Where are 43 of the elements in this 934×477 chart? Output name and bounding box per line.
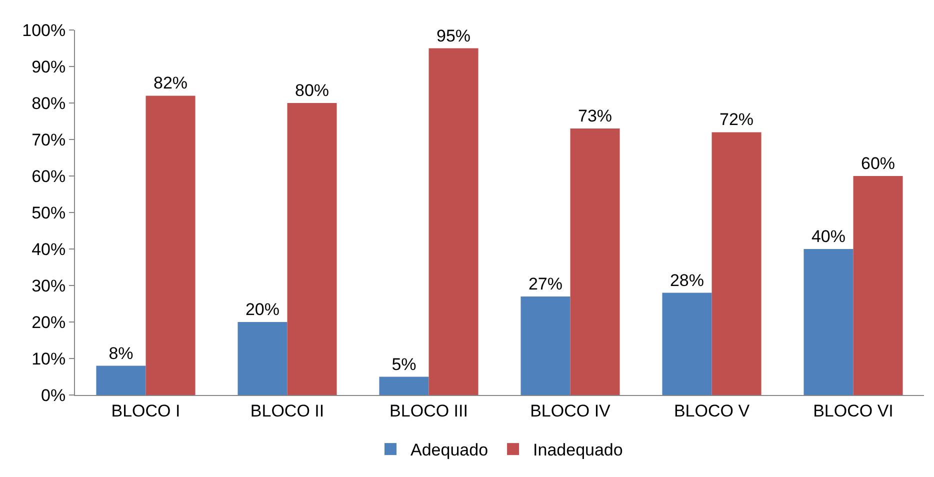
- y-tick-label: 0%: [41, 386, 66, 405]
- data-label: 40%: [811, 227, 846, 246]
- bar: [238, 322, 288, 395]
- bar: [146, 96, 196, 395]
- bar: [287, 103, 337, 395]
- legend-label: Adequado: [410, 440, 488, 460]
- legend-label: Inadequado: [533, 440, 623, 460]
- y-tick-label: 80%: [32, 94, 66, 113]
- bar: [428, 48, 478, 395]
- data-label: 72%: [720, 110, 754, 130]
- data-label: 73%: [578, 106, 612, 126]
- bar: [379, 376, 429, 395]
- y-tick-label: 90%: [32, 57, 66, 76]
- data-label: 60%: [861, 154, 896, 173]
- y-tick-label: 30%: [32, 276, 66, 296]
- bar: [570, 128, 620, 395]
- x-tick-label: BLOCO I: [111, 401, 180, 420]
- y-tick-label: 50%: [32, 203, 66, 222]
- data-label: 8%: [108, 344, 134, 363]
- y-tick-label: 60%: [32, 166, 66, 186]
- bar: [96, 366, 146, 395]
- x-tick-label: BLOCO II: [250, 401, 324, 420]
- x-tick-label: BLOCO V: [674, 401, 750, 420]
- bar: [804, 249, 854, 395]
- y-tick-label: 40%: [32, 240, 66, 259]
- bar: [520, 296, 570, 395]
- bar: [712, 132, 762, 395]
- y-tick-label: 70%: [32, 130, 66, 150]
- data-label: 20%: [245, 300, 280, 319]
- bar: [853, 176, 903, 395]
- y-tick-label: 100%: [22, 20, 66, 40]
- y-tick-label: 10%: [32, 349, 66, 368]
- bar: [662, 292, 712, 395]
- y-tick-label: 20%: [32, 312, 66, 332]
- x-tick-label: BLOCO IV: [530, 401, 612, 420]
- data-label: 27%: [528, 274, 563, 294]
- x-tick-label: BLOCO III: [390, 401, 468, 420]
- data-label: 82%: [154, 74, 188, 93]
- data-label: 95%: [436, 26, 471, 46]
- x-tick-label: BLOCO VI: [813, 401, 894, 420]
- data-label: 80%: [294, 81, 330, 100]
- data-label: 28%: [670, 270, 704, 290]
- data-label: 5%: [392, 354, 416, 374]
